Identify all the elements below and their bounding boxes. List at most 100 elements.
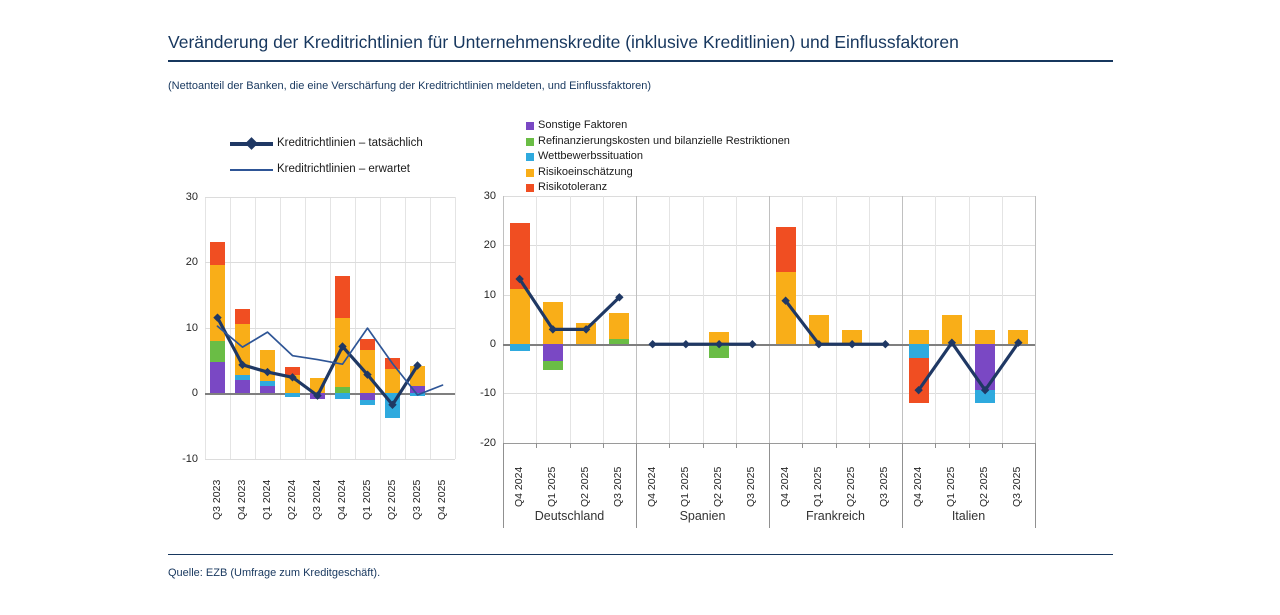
left-chart-x-tick-label: Q3 2023 — [210, 479, 223, 520]
right-chart-bar-segment — [908, 330, 929, 344]
left-chart-line-marker — [313, 391, 322, 400]
right-chart-x-tick-label: Q3 2025 — [1011, 466, 1024, 507]
right-chart-y-tick-label: -10 — [480, 387, 496, 400]
right-chart-line-marker — [914, 385, 923, 395]
legend-line-expected-label: Kreditrichtlinien – erwartet — [277, 163, 410, 175]
right-chart-bar-segment — [509, 222, 530, 290]
left-chart-x-tick-label: Q4 2025 — [435, 479, 448, 520]
right-chart-vertical-gridline — [935, 195, 937, 443]
right-chart-y-tick-label: 10 — [483, 288, 496, 301]
right-chart-x-tick-label: Q2 2025 — [845, 466, 858, 507]
right-chart-bar-segment — [542, 361, 563, 371]
right-chart-line-italien — [914, 338, 1023, 395]
right-chart-line-marker — [748, 339, 757, 349]
right-chart-vertical-gridline — [569, 195, 571, 443]
left-chart-vertical-gridline — [455, 196, 456, 459]
right-chart-line-marker — [980, 385, 990, 395]
left-chart-x-tick-label: Q4 2024 — [335, 479, 348, 520]
legend-factor-swatch — [526, 153, 534, 162]
right-chart-x-tick-label: Q4 2024 — [512, 466, 525, 507]
legend-factor-label: Risikoeinschätzung — [538, 165, 633, 178]
right-chart-axis-tick — [669, 442, 671, 448]
right-chart-x-tick-label: Q3 2025 — [878, 466, 891, 507]
right-chart-bar-segment — [941, 314, 962, 344]
right-chart-line-marker — [947, 338, 957, 347]
right-chart-axis-tick — [1001, 442, 1003, 448]
left-chart-zero-line — [205, 393, 455, 395]
right-chart-panel-separator — [902, 195, 903, 443]
left-chart-bar-segment — [335, 275, 350, 318]
left-chart-line-marker — [338, 342, 347, 351]
right-chart-panel-label: Spanien — [679, 509, 726, 523]
legend-line-actual-label: Kreditrichtlinien – tatsächlich — [277, 137, 423, 149]
right-chart-panel-label: Frankreich — [805, 509, 866, 523]
left-chart-x-tick-label: Q3 2025 — [410, 479, 423, 520]
right-chart-y-tick-label: 20 — [483, 239, 496, 252]
right-chart-panel-separator-axis — [902, 442, 903, 528]
left-chart-bar-segment — [210, 362, 225, 393]
right-chart-bar-segment — [908, 344, 929, 358]
right-chart-line-marker — [615, 292, 624, 302]
legend-line-actual-marker — [245, 137, 258, 150]
left-chart-bar-segment — [360, 399, 375, 405]
right-chart-vertical-gridline — [835, 195, 837, 443]
left-chart-x-tick-label: Q3 2024 — [310, 479, 323, 520]
right-chart-bar-segment — [542, 344, 563, 362]
right-chart-y-tick-label: -20 — [480, 436, 496, 449]
left-chart-x-tick-label: Q4 2023 — [235, 479, 248, 520]
right-chart-x-tick-label: Q2 2025 — [579, 466, 592, 507]
left-chart-line-marker — [238, 360, 247, 370]
right-chart-vertical-gridline — [602, 195, 604, 443]
right-chart-vertical-gridline — [868, 195, 870, 443]
left-chart-horizontal-gridline — [205, 196, 455, 198]
source-note: Quelle: EZB (Umfrage zum Kreditgeschäft)… — [168, 567, 381, 579]
left-chart-bar-segment — [235, 374, 250, 380]
left-chart-bar-segment — [260, 380, 275, 387]
left-chart-horizontal-gridline — [205, 458, 455, 460]
left-chart-bar-segment — [235, 309, 250, 324]
right-chart-bar-segment — [842, 330, 863, 344]
right-chart-vertical-gridline — [669, 195, 671, 443]
right-chart-x-tick-label: Q1 2025 — [678, 466, 691, 507]
right-chart-line-frankreich — [781, 296, 890, 349]
right-chart-line-marker — [714, 339, 724, 349]
left-chart-bar-segment — [210, 242, 225, 266]
right-chart-line-marker — [648, 339, 657, 349]
legend-factor-label: Wettbewerbssituation — [538, 150, 643, 163]
left-chart-horizontal-gridline — [205, 327, 455, 329]
left-chart-y-tick-label: 20 — [185, 256, 198, 268]
right-chart-line-marker — [681, 339, 691, 349]
right-chart-axis-tick — [802, 442, 804, 448]
left-chart-x-tick-label: Q2 2024 — [285, 479, 298, 520]
right-chart-bar-segment — [709, 344, 730, 358]
right-chart-axis-tick — [702, 442, 704, 448]
left-chart-bar-segment — [235, 323, 250, 375]
right-chart-panel-separator-axis — [503, 442, 504, 528]
right-chart-panel-separator-axis — [769, 442, 770, 528]
left-chart-bar-segment — [335, 387, 350, 393]
right-chart-panel-separator — [636, 195, 637, 443]
right-chart-bar-segment — [975, 330, 996, 344]
right-chart-x-tick-label: Q4 2024 — [778, 466, 791, 507]
left-chart-x-tick-label: Q2 2025 — [385, 479, 398, 520]
left-chart-bar-segment — [410, 386, 425, 393]
right-chart-x-tick-label: Q1 2025 — [944, 466, 957, 507]
right-chart-axis-tick — [835, 442, 837, 448]
right-chart-bar-segment — [775, 272, 796, 344]
footer-divider — [168, 554, 1113, 555]
left-chart-line-marker — [263, 367, 272, 377]
legend-factor-swatch — [526, 168, 534, 177]
page-title: Veränderung der Kreditrichtlinien für Un… — [168, 32, 959, 52]
right-chart-line-marker — [881, 339, 890, 349]
legend-factor-swatch — [526, 184, 534, 193]
left-chart-x-tick-label: Q1 2024 — [260, 479, 273, 520]
left-chart-line-marker — [388, 400, 397, 409]
right-chart-bar-segment — [975, 389, 996, 403]
right-chart-line-marker — [781, 296, 790, 305]
right-chart-bar-segment — [509, 344, 530, 352]
page-subtitle: (Nettoanteil der Banken, die eine Versch… — [168, 80, 652, 92]
right-chart-bar-segment — [908, 357, 929, 403]
legend-factor-label: Risikotoleranz — [538, 181, 608, 194]
right-chart-x-tick-label: Q3 2025 — [612, 466, 625, 507]
right-chart-x-tick-label: Q4 2024 — [911, 466, 924, 507]
